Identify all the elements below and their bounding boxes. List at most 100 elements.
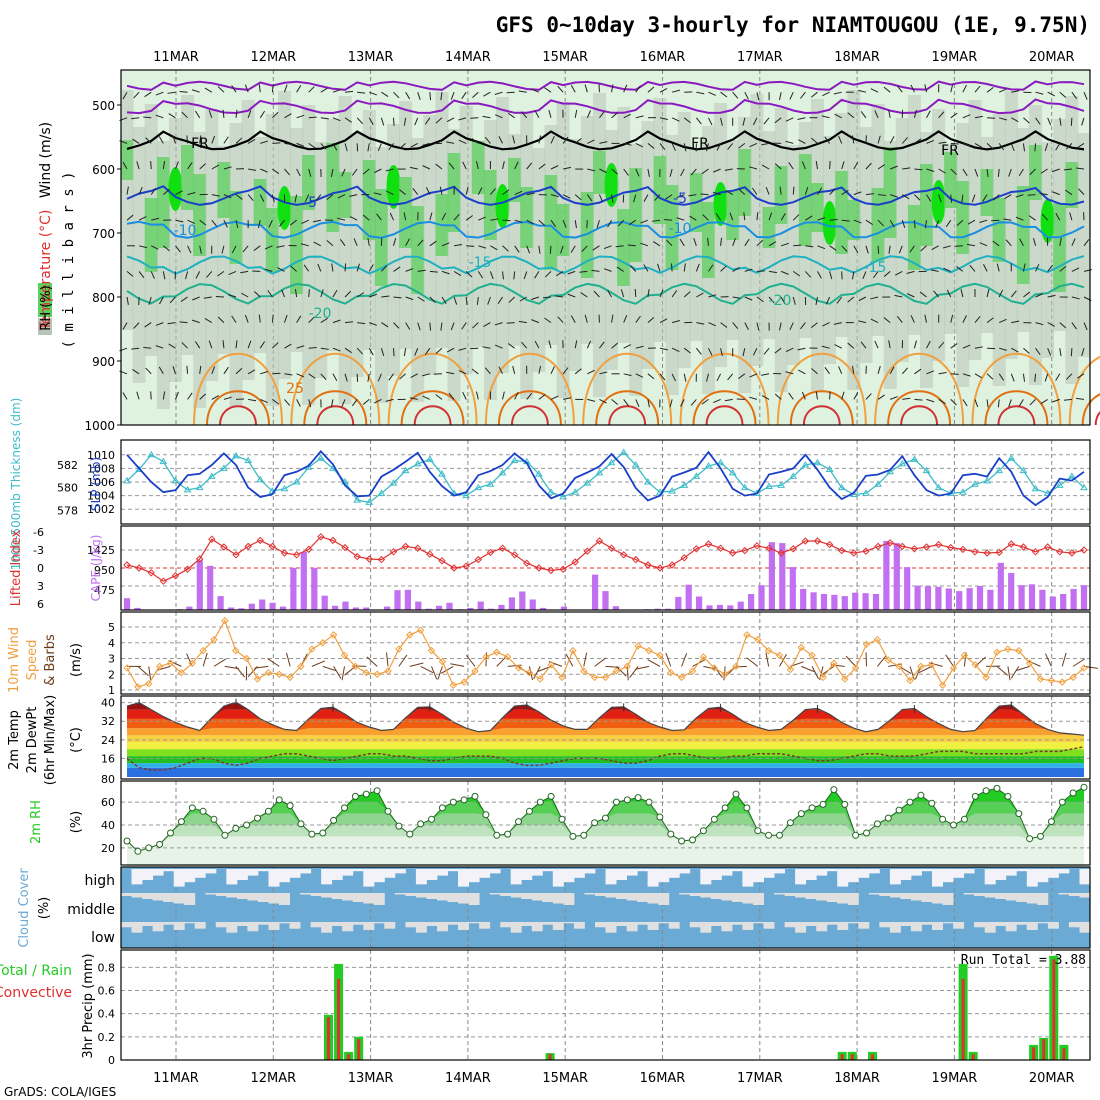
- upper-wind-barb: [570, 245, 576, 253]
- cloud-clear-cell: [363, 893, 375, 904]
- upper-wind-barb: [531, 319, 540, 324]
- upper-wind-barb: [254, 291, 261, 298]
- rh-moist-band: [847, 200, 861, 240]
- cape-bar: [779, 543, 786, 610]
- upper-wind-barb: [139, 245, 148, 249]
- upper-wind-barb: [271, 84, 274, 93]
- wind10-point: [851, 664, 860, 672]
- upper-wind-barb: [898, 245, 903, 254]
- upper-wind-barb: [448, 162, 455, 170]
- lifted-index-point: [256, 536, 264, 545]
- cape-bar: [602, 591, 609, 610]
- lifted-index-point: [753, 542, 761, 550]
- cloud-clear-cell: [257, 922, 269, 925]
- rh2m-point: [515, 818, 522, 826]
- wind10-barb: [963, 652, 967, 667]
- upper-wind-barb: [458, 370, 467, 375]
- bottom-day-label: 16MAR: [640, 1071, 686, 1086]
- upper-wind-barb: [204, 87, 213, 93]
- cloud-clear-cell: [215, 922, 227, 928]
- cloud-clear-cell: [131, 869, 143, 885]
- upper-wind-barb: [482, 115, 491, 119]
- upper-wind-barb: [853, 245, 859, 253]
- upper-wind-barb: [778, 92, 782, 101]
- wind10-point: [677, 673, 686, 682]
- cloud-clear-cell: [626, 922, 638, 932]
- upper-wind-barb: [550, 135, 555, 144]
- cloud-clear-cell: [879, 922, 891, 928]
- rh2m-tick-label: 40: [101, 819, 115, 832]
- lifted-index-point: [947, 543, 955, 552]
- rh-moist-band: [520, 187, 534, 248]
- cape-bar: [196, 560, 203, 610]
- cape-bar: [810, 592, 817, 610]
- thickness-point: [716, 458, 725, 466]
- rh-moist-band: [810, 183, 824, 232]
- wind10-barb: [918, 665, 932, 673]
- boundary-layer-isotherm: [776, 352, 867, 426]
- upper-wind-barb: [1022, 143, 1026, 152]
- upper-wind-barb: [821, 345, 830, 349]
- upper-wind-barb: [562, 166, 572, 170]
- upper-wind-barb: [825, 296, 831, 305]
- upper-wind-barb: [974, 373, 983, 379]
- upper-wind-barb: [296, 85, 302, 93]
- upper-wind-barb: [732, 296, 741, 299]
- cloud-clear-cell: [458, 893, 469, 904]
- cape-bar: [290, 567, 297, 610]
- upper-wind-barb: [264, 268, 273, 272]
- cloud-clear-cell: [795, 869, 807, 885]
- upper-wind-barb: [874, 110, 879, 119]
- upper-wind-barb: [1010, 373, 1015, 382]
- upper-wind-barb: [727, 373, 734, 381]
- upper-wind-barb: [680, 399, 685, 407]
- wind10-point: [264, 668, 273, 677]
- thickness-point: [365, 498, 374, 505]
- lifted-index-point: [959, 545, 967, 554]
- cape-bar: [904, 567, 911, 610]
- upper-wind-barb: [191, 89, 200, 93]
- rh2m-point: [830, 786, 838, 794]
- upper-wind-barb: [805, 271, 812, 278]
- upper-wind-barb: [797, 117, 806, 120]
- thickness-point: [413, 459, 422, 467]
- upper-wind-barb: [841, 245, 848, 252]
- contour-label: -10: [669, 221, 692, 237]
- upper-wind-barb: [720, 322, 728, 328]
- rh-moist-band: [883, 147, 897, 238]
- upper-wind-barb: [526, 245, 531, 254]
- upper-wind-barb: [476, 161, 479, 170]
- upper-wind-barb: [599, 141, 608, 144]
- wind10-point: [1069, 673, 1077, 682]
- rh-moist-band: [302, 155, 316, 210]
- upper-wind-barb: [676, 217, 685, 221]
- upper-wind-barb: [409, 397, 418, 400]
- wind10-point: [145, 679, 153, 688]
- upper-wind-barb: [574, 109, 578, 118]
- upper-wind-barb: [913, 340, 917, 349]
- wind10-label-3: & Barbs: [43, 634, 58, 686]
- cloud-clear-cell: [689, 893, 701, 896]
- upper-wind-barb: [180, 296, 188, 302]
- upper-wind-barb: [581, 245, 588, 252]
- top-day-label: 14MAR: [445, 50, 491, 65]
- upper-wind-barb: [822, 322, 830, 327]
- upper-wind-barb: [712, 191, 721, 196]
- upper-wind-barb: [836, 296, 843, 304]
- cloud-clear-cell: [910, 893, 922, 901]
- upper-wind-barb: [337, 194, 346, 199]
- upper-wind-barb: [136, 391, 140, 400]
- cloud-clear-cell: [1047, 869, 1059, 878]
- cloud-clear-cell: [173, 893, 185, 904]
- upper-wind-barb: [465, 271, 473, 278]
- thickness-point: [486, 480, 495, 487]
- rh2m-point: [623, 796, 631, 804]
- cloud-clear-cell: [731, 922, 743, 925]
- upper-wind-barb: [1059, 265, 1067, 272]
- upper-wind-barb: [1023, 347, 1030, 354]
- upper-wind-barb: [296, 315, 302, 323]
- cloud-level-label: high: [84, 873, 115, 889]
- cloud-clear-cell: [163, 869, 175, 872]
- upper-wind-barb: [587, 398, 596, 402]
- upper-wind-barb: [1044, 143, 1049, 152]
